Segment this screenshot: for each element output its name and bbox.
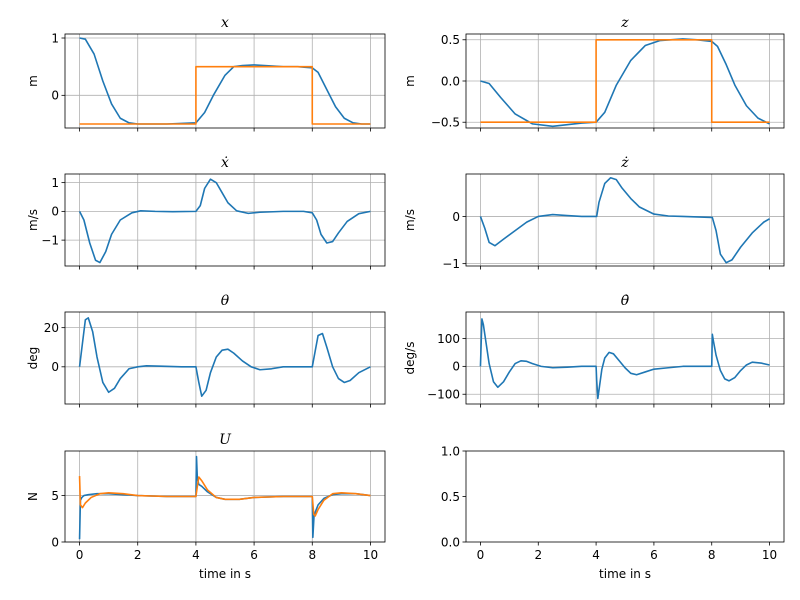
subplot-z: −0.5 0.0 0.5 z m — [403, 15, 785, 132]
axes-frame — [64, 450, 386, 543]
subplot-theta: 0 20 θ deg — [26, 293, 386, 408]
y-tick-label: 0 — [452, 210, 460, 224]
y-axis-label: m/s — [403, 209, 417, 231]
axes-frame — [64, 311, 386, 405]
x-tick-label: 10 — [363, 548, 378, 562]
subplot-title: U — [219, 432, 232, 448]
y-tick-label: 0 — [51, 89, 59, 103]
y-axis-label: deg/s — [403, 342, 417, 375]
axes-frame — [64, 173, 386, 267]
y-tick-label: 1 — [51, 176, 59, 190]
series-line-x-0 — [79, 37, 371, 125]
y-tick-label: 0.0 — [441, 74, 460, 88]
y-axis-label: deg — [26, 347, 40, 370]
y-tick-label: −100 — [427, 388, 460, 402]
x-tick-label: 0 — [76, 548, 84, 562]
subplot-title: x — [221, 15, 229, 31]
x-tick-label: 4 — [592, 548, 600, 562]
y-tick-label: 20 — [44, 321, 59, 335]
series-line-x-1 — [79, 65, 371, 125]
subplot-xdot: −1 0 1 ẋ m/s — [26, 155, 386, 270]
y-tick-label: 0 — [51, 535, 59, 549]
y-tick-label: −0.5 — [431, 116, 460, 130]
x-axis-label: time in s — [599, 567, 651, 581]
subplot-title: ẋ — [221, 155, 229, 171]
y-tick-label: 0.0 — [441, 535, 460, 549]
y-tick-label: −1 — [41, 233, 59, 247]
axes-frame — [465, 173, 785, 267]
x-tick-label: 0 — [477, 548, 485, 562]
axes-frame — [465, 450, 785, 543]
y-tick-label: 5 — [51, 489, 59, 503]
series-line-z-0 — [480, 38, 770, 128]
x-axis-label: time in s — [199, 567, 251, 581]
x-tick-label: 2 — [134, 548, 142, 562]
y-tick-label: 0 — [51, 360, 59, 374]
y-axis-label: m — [403, 75, 417, 87]
series-line-z-1 — [480, 38, 770, 124]
axes-frame — [64, 33, 386, 129]
subplot-title: ż — [620, 155, 629, 171]
axes-frame — [465, 311, 785, 405]
series-line-theta-0 — [78, 317, 371, 397]
subplot-zdot: −1 0 ż m/s — [403, 155, 785, 271]
x-tick-label: 2 — [534, 548, 542, 562]
y-tick-label: 1 — [51, 31, 59, 45]
series-line-thetadot-0 — [479, 318, 770, 400]
y-tick-label: 0 — [51, 205, 59, 219]
y-tick-label: 1.0 — [441, 444, 460, 458]
y-tick-label: −1 — [442, 257, 460, 271]
y-tick-label: 0 — [452, 360, 460, 374]
y-axis-label: m — [26, 75, 40, 87]
y-axis-label: N — [26, 492, 40, 501]
x-tick-label: 10 — [762, 548, 777, 562]
subplot-empty: 0 2 4 6 8 10 0.0 0.5 1.0 time in s — [441, 444, 785, 581]
y-tick-label: 0.5 — [441, 490, 460, 504]
series-line-zdot-0 — [479, 176, 770, 264]
x-tick-label: 8 — [708, 548, 716, 562]
x-tick-label: 4 — [192, 548, 200, 562]
x-tick-label: 6 — [650, 548, 658, 562]
x-tick-label: 6 — [250, 548, 258, 562]
y-tick-label: 100 — [437, 332, 460, 346]
y-axis-label: m/s — [26, 209, 40, 231]
subplot-title: z — [620, 15, 629, 31]
subplot-x: 0 1 x m — [26, 15, 386, 132]
series-line-U-1 — [78, 476, 371, 517]
subplot-title: θ̇ — [621, 293, 630, 309]
subplot-thetadot: −100 0 100 θ̇ deg/s — [403, 293, 785, 408]
series-line-U-0 — [78, 455, 371, 540]
x-tick-label: 8 — [308, 548, 316, 562]
series-line-xdot-0 — [78, 178, 371, 264]
subplot-title: θ — [221, 293, 230, 309]
y-tick-label: 0.5 — [441, 33, 460, 47]
